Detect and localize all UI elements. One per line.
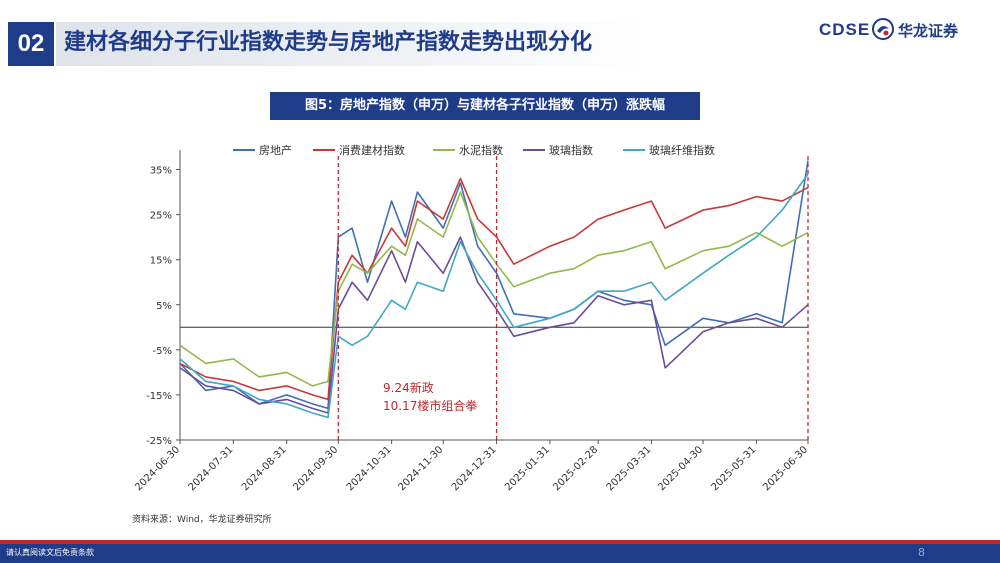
logo-company-name: 华龙证券 bbox=[898, 22, 959, 40]
figure-caption: 图5：房地产指数（申万）与建材各子行业指数（申万）涨跌幅 bbox=[270, 92, 700, 120]
y-tick-label: -5% bbox=[153, 346, 172, 357]
disclaimer: 请认真阅读文后免责条款 bbox=[6, 548, 94, 557]
x-tick-label: 2025-03-31 bbox=[605, 444, 654, 493]
logo-text: CDSE bbox=[819, 20, 871, 39]
chart-annotation: 9.24新政 10.17楼市组合拳 bbox=[383, 380, 477, 413]
chart-lines bbox=[179, 160, 809, 419]
title-background bbox=[56, 22, 646, 66]
series-line-4 bbox=[179, 236, 809, 414]
footer-accent bbox=[0, 540, 1000, 544]
legend-label: 房地产 bbox=[259, 143, 292, 157]
footer-bar bbox=[0, 544, 1000, 563]
x-tick-label: 2025-01-31 bbox=[503, 444, 552, 493]
x-tick-label: 2025-06-30 bbox=[761, 444, 810, 493]
series-line-1 bbox=[179, 160, 809, 410]
source-note: 资料来源：Wind，华龙证券研究所 bbox=[132, 515, 272, 525]
x-tick-label: 2025-02-28 bbox=[551, 444, 600, 493]
series-line-5 bbox=[179, 173, 809, 419]
chart-axes: 35% 25% 15% 5% -5% -15% -25%2024-06-30 2024-07-… bbox=[133, 150, 810, 493]
page-title: 建材各细分子行业指数走势与房地产指数走势出现分化 bbox=[64, 30, 593, 55]
y-tick-label: -25% bbox=[146, 436, 172, 447]
series-line-3 bbox=[179, 191, 809, 387]
y-tick-label: 5% bbox=[156, 301, 172, 312]
x-tick-label: 2024-07-31 bbox=[187, 444, 236, 493]
legend-label: 水泥指数 bbox=[459, 143, 503, 157]
event-lines bbox=[337, 156, 809, 440]
x-tick-label: 2024-06-30 bbox=[133, 444, 182, 493]
x-tick-label: 2024-09-30 bbox=[292, 444, 341, 493]
legend-label: 消费建材指数 bbox=[339, 143, 405, 157]
x-tick-label: 2025-05-31 bbox=[710, 444, 759, 493]
annotation-policy: 9.24新政 bbox=[383, 380, 434, 395]
page-number: 8 bbox=[918, 546, 925, 559]
x-tick-label: 2024-10-31 bbox=[345, 444, 394, 493]
x-tick-label: 2024-11-30 bbox=[396, 444, 445, 493]
logo-icon bbox=[872, 18, 894, 40]
y-tick-label: 35% bbox=[150, 166, 172, 177]
y-tick-label: -15% bbox=[146, 391, 172, 402]
legend-label: 玻璃纤维指数 bbox=[649, 143, 715, 157]
line-chart: 35% 25% 15% 5% -5% -15% -25%2024-06-30 2024-07-… bbox=[133, 143, 810, 493]
x-tick-label: 2025-04-30 bbox=[656, 444, 705, 493]
y-tick-label: 25% bbox=[150, 211, 172, 222]
x-tick-label: 2024-12-31 bbox=[450, 444, 499, 493]
series-line-2 bbox=[179, 177, 809, 401]
chart-legend: 房地产 消费建材指数 水泥指数 玻璃指数 玻璃纤维指数 bbox=[233, 143, 715, 157]
section-number: 02 bbox=[8, 22, 54, 66]
legend-label: 玻璃指数 bbox=[549, 143, 593, 157]
x-tick-label: 2024-08-31 bbox=[240, 444, 289, 493]
annotation-package: 10.17楼市组合拳 bbox=[383, 398, 477, 413]
y-tick-label: 15% bbox=[150, 256, 172, 267]
